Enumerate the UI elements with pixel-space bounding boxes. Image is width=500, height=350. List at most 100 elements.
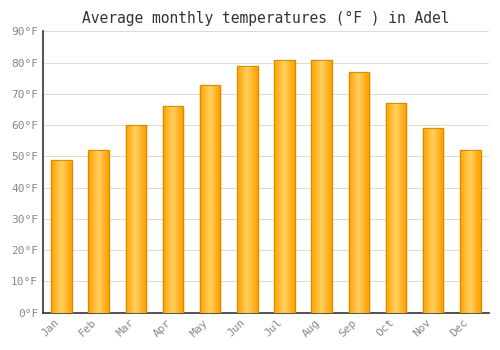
Bar bbox=[127, 125, 128, 313]
Bar bbox=[93, 150, 94, 313]
Bar bbox=[241, 66, 242, 313]
Bar bbox=[214, 85, 215, 313]
Bar bbox=[477, 150, 478, 313]
Bar bbox=[105, 150, 106, 313]
Bar bbox=[52, 160, 72, 313]
Bar bbox=[396, 103, 397, 313]
Bar bbox=[107, 150, 108, 313]
Bar bbox=[218, 85, 219, 313]
Bar bbox=[254, 66, 255, 313]
Bar bbox=[438, 128, 439, 313]
Bar bbox=[469, 150, 470, 313]
Bar bbox=[219, 85, 220, 313]
Bar bbox=[443, 128, 444, 313]
Bar bbox=[106, 150, 107, 313]
Bar bbox=[292, 60, 293, 313]
Bar bbox=[473, 150, 474, 313]
Bar bbox=[128, 125, 129, 313]
Bar bbox=[319, 60, 320, 313]
Bar bbox=[211, 85, 212, 313]
Bar bbox=[392, 103, 393, 313]
Bar bbox=[217, 85, 218, 313]
Title: Average monthly temperatures (°F ) in Adel: Average monthly temperatures (°F ) in Ad… bbox=[82, 11, 450, 26]
Bar bbox=[351, 72, 352, 313]
Bar bbox=[327, 60, 328, 313]
Bar bbox=[70, 160, 72, 313]
Bar bbox=[67, 160, 68, 313]
Bar bbox=[360, 72, 361, 313]
Bar bbox=[330, 60, 331, 313]
Bar bbox=[256, 66, 257, 313]
Bar bbox=[253, 66, 254, 313]
Bar bbox=[397, 103, 398, 313]
Bar bbox=[430, 128, 431, 313]
Bar bbox=[278, 60, 279, 313]
Bar bbox=[251, 66, 252, 313]
Bar bbox=[437, 128, 438, 313]
Bar bbox=[390, 103, 391, 313]
Bar bbox=[326, 60, 327, 313]
Bar bbox=[460, 150, 461, 313]
Bar bbox=[282, 60, 283, 313]
Bar bbox=[440, 128, 441, 313]
Bar bbox=[353, 72, 354, 313]
Bar bbox=[431, 128, 432, 313]
Bar bbox=[464, 150, 465, 313]
Bar bbox=[134, 125, 135, 313]
Bar bbox=[176, 106, 177, 313]
Bar bbox=[88, 150, 109, 313]
Bar bbox=[237, 66, 258, 313]
Bar bbox=[364, 72, 365, 313]
Bar bbox=[468, 150, 469, 313]
Bar bbox=[467, 150, 468, 313]
Bar bbox=[287, 60, 288, 313]
Bar bbox=[92, 150, 93, 313]
Bar bbox=[200, 85, 201, 313]
Bar bbox=[402, 103, 403, 313]
Bar bbox=[441, 128, 442, 313]
Bar bbox=[178, 106, 179, 313]
Bar bbox=[328, 60, 329, 313]
Bar bbox=[367, 72, 368, 313]
Bar bbox=[247, 66, 248, 313]
Bar bbox=[323, 60, 324, 313]
Bar bbox=[200, 85, 220, 313]
Bar bbox=[314, 60, 315, 313]
Bar bbox=[140, 125, 141, 313]
Bar bbox=[357, 72, 358, 313]
Bar bbox=[400, 103, 401, 313]
Bar bbox=[470, 150, 471, 313]
Bar bbox=[366, 72, 367, 313]
Bar bbox=[61, 160, 62, 313]
Bar bbox=[479, 150, 480, 313]
Bar bbox=[104, 150, 105, 313]
Bar bbox=[89, 150, 90, 313]
Bar bbox=[166, 106, 167, 313]
Bar bbox=[52, 160, 53, 313]
Bar bbox=[389, 103, 390, 313]
Bar bbox=[471, 150, 472, 313]
Bar bbox=[285, 60, 286, 313]
Bar bbox=[238, 66, 239, 313]
Bar bbox=[244, 66, 245, 313]
Bar bbox=[245, 66, 246, 313]
Bar bbox=[257, 66, 258, 313]
Bar bbox=[175, 106, 176, 313]
Bar bbox=[132, 125, 133, 313]
Bar bbox=[425, 128, 426, 313]
Bar bbox=[404, 103, 405, 313]
Bar bbox=[432, 128, 433, 313]
Bar bbox=[126, 125, 146, 313]
Bar bbox=[69, 160, 70, 313]
Bar bbox=[424, 128, 425, 313]
Bar bbox=[472, 150, 473, 313]
Bar bbox=[426, 128, 427, 313]
Bar bbox=[348, 72, 369, 313]
Bar bbox=[209, 85, 210, 313]
Bar bbox=[207, 85, 208, 313]
Bar bbox=[387, 103, 388, 313]
Bar bbox=[460, 150, 480, 313]
Bar bbox=[274, 60, 275, 313]
Bar bbox=[97, 150, 98, 313]
Bar bbox=[394, 103, 395, 313]
